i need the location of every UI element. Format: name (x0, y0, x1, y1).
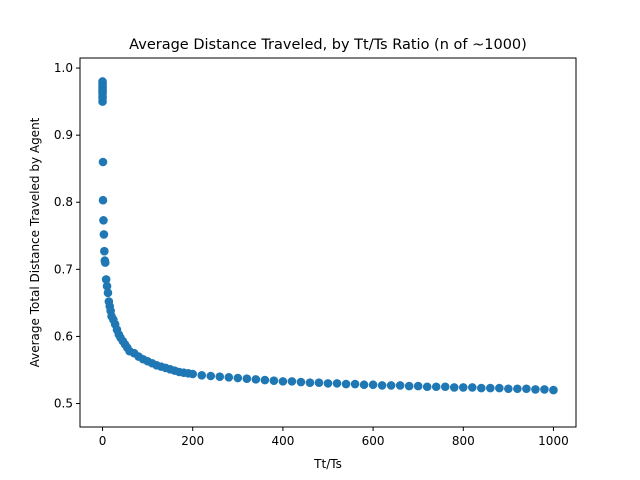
data-point (206, 371, 216, 381)
data-point (251, 375, 261, 384)
data-point (269, 376, 279, 386)
data-point (531, 385, 540, 394)
data-point (323, 379, 333, 388)
x-axis-ticks: 0 200 400 600 800 1000 (99, 427, 569, 448)
data-point (287, 377, 297, 386)
x-tick-label: 1000 (538, 434, 569, 448)
data-point (449, 383, 459, 392)
x-tick-label: 800 (452, 434, 475, 448)
y-tick-label: 0.9 (54, 128, 73, 142)
chart-title: Average Distance Traveled, by Tt/Ts Rati… (129, 37, 527, 53)
data-point (314, 378, 324, 388)
data-point (215, 372, 225, 381)
x-tick-label: 0 (99, 434, 107, 448)
data-point (188, 369, 198, 379)
data-point (98, 195, 108, 205)
data-point (350, 379, 360, 389)
data-point (341, 379, 351, 389)
data-point (549, 385, 558, 395)
x-tick-label: 400 (271, 434, 294, 448)
y-axis-ticks: 0.5 0.6 0.7 0.8 0.9 1.0 (54, 61, 80, 411)
data-point (477, 383, 486, 393)
data-point (224, 373, 234, 382)
data-point (305, 378, 315, 388)
plot-frame (79, 57, 577, 428)
y-tick-label: 0.5 (54, 397, 73, 411)
y-tick-label: 0.7 (54, 262, 73, 276)
data-point (458, 383, 468, 392)
data-point (368, 380, 378, 390)
data-point (495, 383, 504, 393)
data-point (101, 275, 111, 284)
y-axis-label: Average Total Distance Traveled by Agent (28, 117, 42, 367)
data-point (99, 216, 108, 225)
data-point (467, 383, 477, 392)
data-point (332, 379, 342, 388)
data-point (413, 381, 423, 391)
data-point (504, 384, 513, 394)
data-point (522, 384, 531, 394)
y-tick-label: 1.0 (54, 61, 73, 75)
data-point (98, 97, 107, 106)
data-point (197, 371, 207, 380)
data-point (513, 384, 522, 394)
data-points (98, 77, 558, 395)
data-point (103, 288, 113, 298)
data-point (404, 381, 414, 391)
data-point (242, 374, 252, 383)
data-point (98, 157, 108, 167)
data-point (359, 380, 369, 390)
data-point (296, 377, 306, 387)
data-point (486, 383, 495, 393)
x-axis-label: Tt/Ts (313, 457, 342, 471)
data-point (278, 377, 288, 386)
data-point (260, 375, 270, 385)
x-tick-label: 200 (181, 434, 204, 448)
data-point (100, 246, 109, 256)
data-point (100, 258, 110, 267)
x-tick-label: 600 (362, 434, 385, 448)
y-tick-label: 0.8 (54, 195, 73, 209)
data-point (233, 373, 243, 383)
data-point (99, 230, 109, 239)
data-point (102, 281, 112, 291)
data-point (395, 381, 405, 390)
data-point (377, 381, 387, 390)
data-point (422, 382, 432, 392)
data-point (440, 382, 450, 392)
y-tick-label: 0.6 (54, 329, 73, 343)
data-point (431, 382, 441, 392)
data-point (540, 385, 549, 394)
data-point (386, 381, 396, 390)
